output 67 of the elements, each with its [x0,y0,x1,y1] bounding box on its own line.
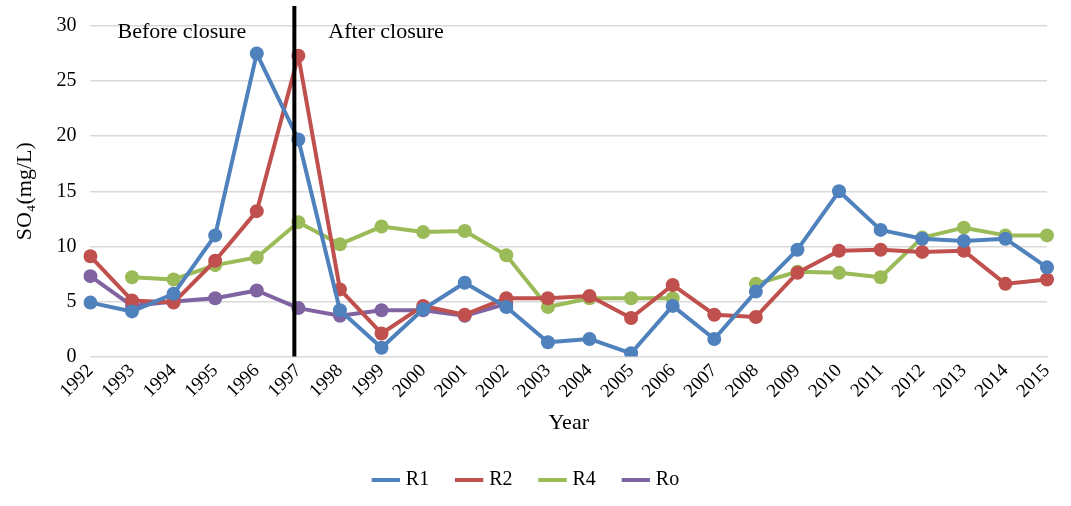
point [998,276,1013,291]
point [873,222,888,237]
y-tick-label: 30 [56,13,77,36]
point [499,300,514,315]
point [499,248,514,263]
annotation: After closure [328,17,444,43]
y-tick-label: 10 [56,233,77,256]
point [457,275,472,290]
point [540,291,555,306]
point [124,293,139,308]
point [915,244,930,259]
point [748,284,763,299]
point [582,331,597,346]
y-tick-label: 15 [56,178,77,201]
y-tick-label: 20 [56,123,77,146]
point [1040,272,1054,287]
point [83,249,98,264]
point [83,269,98,284]
legend-label: R4 [572,467,596,490]
y-tick-label: 5 [66,288,77,311]
point [124,304,139,319]
point [416,225,431,240]
point [374,326,389,341]
point [374,219,389,234]
point [665,298,680,313]
point [208,253,223,268]
x-tick-label: 2011 [845,359,887,401]
point [457,223,472,238]
legend-label: R1 [405,467,430,490]
point [707,331,722,346]
point [707,307,722,322]
point [208,228,223,243]
point [332,303,347,318]
y-axis-title: SO₄(mg/L) [10,142,36,241]
point [624,311,639,326]
point [374,303,389,318]
point [832,243,847,258]
legend-label: Ro [655,467,680,490]
point [956,233,971,248]
point [665,277,680,292]
point [832,184,847,199]
point [249,283,264,298]
legend-label: R2 [489,467,513,490]
point [332,237,347,252]
point [249,46,264,61]
y-tick-label: 25 [56,68,77,91]
point [1040,228,1054,243]
point [249,204,264,219]
point [832,265,847,280]
point [374,340,389,355]
point [873,270,888,285]
point [249,250,264,265]
x-axis-title: Year [548,408,590,434]
annotation: Before closure [117,17,247,43]
point [540,335,555,350]
point [166,286,181,301]
point [956,220,971,235]
point [124,270,139,285]
point [790,242,805,257]
point [1040,260,1054,275]
point [748,309,763,324]
point [208,291,223,306]
point [873,242,888,257]
point [166,272,181,287]
y-tick-label: 0 [66,343,77,366]
point [83,295,98,310]
point [624,291,639,306]
